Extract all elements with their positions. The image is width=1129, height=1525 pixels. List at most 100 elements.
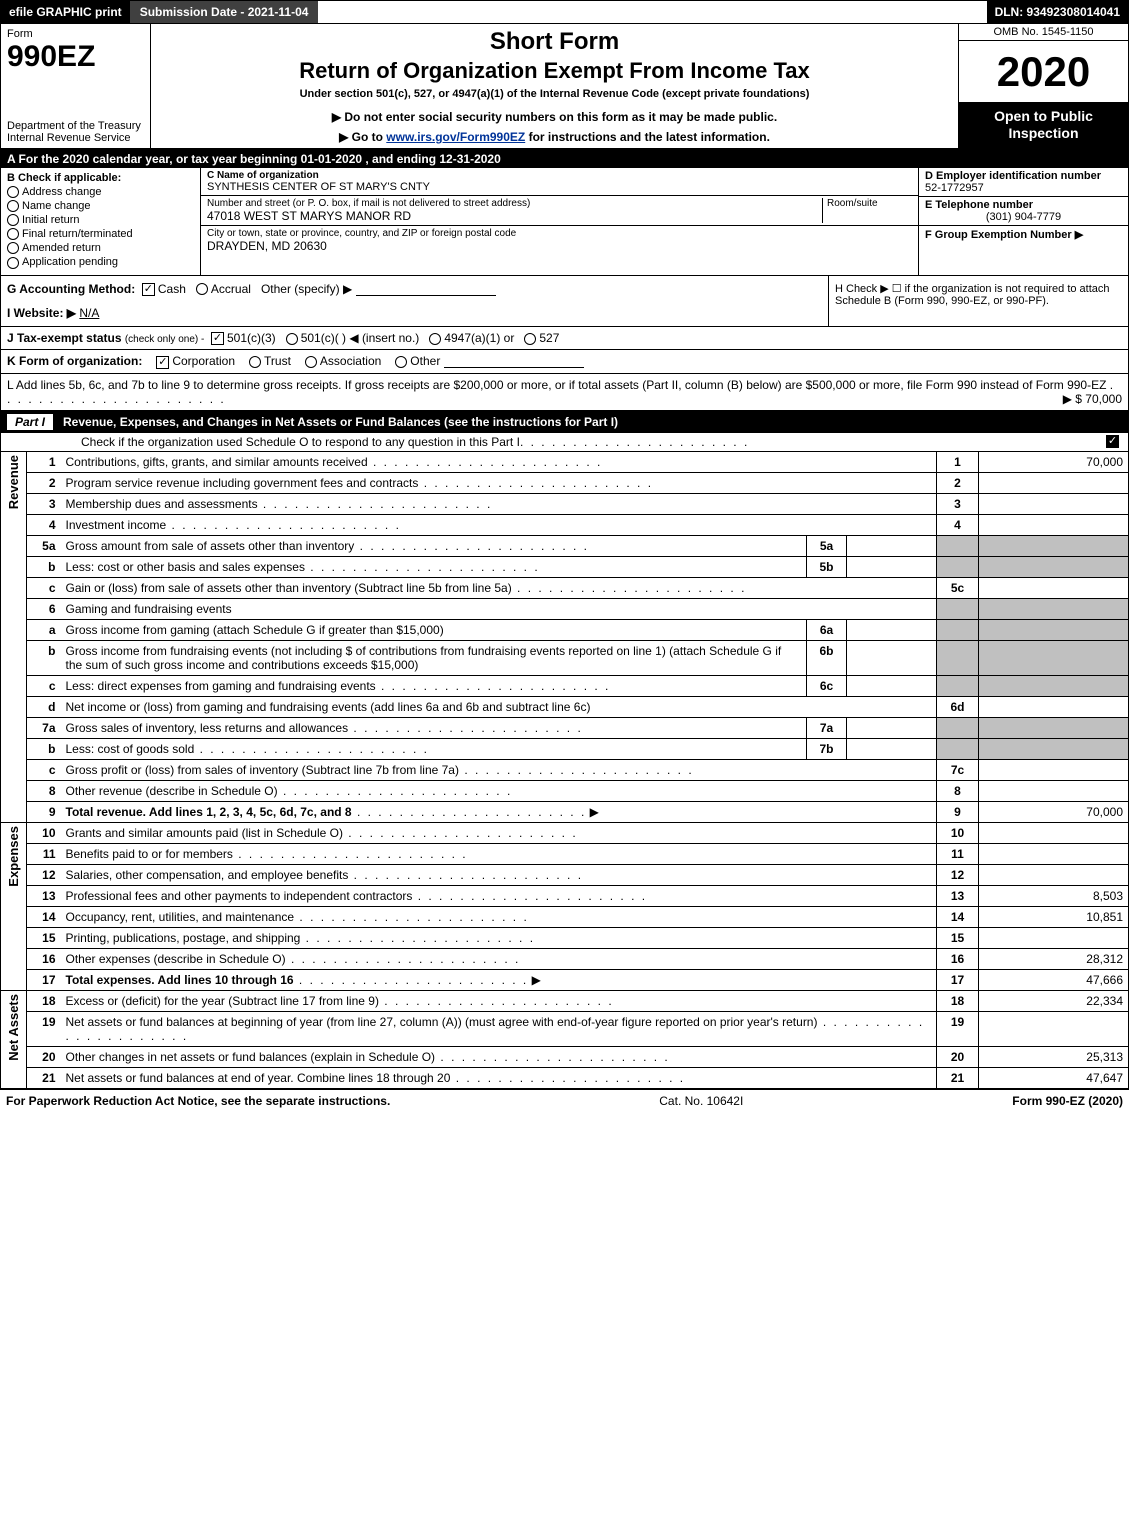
- val-line-15: [979, 927, 1129, 948]
- val-line-6b: [847, 640, 937, 675]
- ein-label: D Employer identification number: [925, 170, 1122, 182]
- subtitle: Under section 501(c), 527, or 4947(a)(1)…: [157, 88, 952, 100]
- val-line-12: [979, 864, 1129, 885]
- val-line-11: [979, 843, 1129, 864]
- j-sub: (check only one) -: [125, 334, 204, 345]
- part-i-tag: Part I: [7, 414, 53, 430]
- val-line-16: 28,312: [979, 948, 1129, 969]
- side-expenses: Expenses: [1, 822, 27, 990]
- street-label: Number and street (or P. O. box, if mail…: [207, 198, 822, 209]
- val-line-19: [979, 1011, 1129, 1046]
- cb-527[interactable]: [524, 333, 536, 345]
- cb-initial-return[interactable]: Initial return: [7, 214, 194, 226]
- line-i: I Website: ▶ N/A: [7, 306, 822, 320]
- cb-501c[interactable]: [286, 333, 298, 345]
- part-i-table: Revenue 1 Contributions, gifts, grants, …: [0, 451, 1129, 1090]
- col-b-header: B Check if applicable:: [7, 172, 194, 184]
- l-text: L Add lines 5b, 6c, and 7b to line 9 to …: [7, 378, 1106, 392]
- city-block: City or town, state or province, country…: [201, 226, 918, 255]
- ssn-warning: ▶ Do not enter social security numbers o…: [157, 110, 952, 124]
- val-line-7c: [979, 759, 1129, 780]
- val-line-6d: [979, 696, 1129, 717]
- footer-left: For Paperwork Reduction Act Notice, see …: [6, 1094, 390, 1108]
- city-value: DRAYDEN, MD 20630: [207, 239, 912, 253]
- val-line-9: 70,000: [979, 801, 1129, 822]
- l-amount: ▶ $ 70,000: [1063, 392, 1122, 406]
- cb-cash[interactable]: [142, 283, 155, 296]
- part-i-title: Revenue, Expenses, and Changes in Net As…: [63, 415, 618, 429]
- cb-association[interactable]: [305, 356, 317, 368]
- cb-amended-return[interactable]: Amended return: [7, 242, 194, 254]
- footer-right: Form 990-EZ (2020): [1012, 1094, 1123, 1108]
- line-h: H Check ▶ ☐ if the organization is not r…: [828, 276, 1128, 326]
- side-net-assets: Net Assets: [1, 990, 27, 1089]
- efile-print-label[interactable]: efile GRAPHIC print: [1, 1, 130, 23]
- val-line-5c: [979, 577, 1129, 598]
- org-name-value: SYNTHESIS CENTER OF ST MARY'S CNTY: [207, 181, 912, 193]
- line-k: K Form of organization: Corporation Trus…: [0, 350, 1129, 373]
- val-line-14: 10,851: [979, 906, 1129, 927]
- dln-label: DLN: 93492308014041: [987, 1, 1128, 23]
- ein-value: 52-1772957: [925, 182, 1122, 194]
- val-line-7b: [847, 738, 937, 759]
- org-name-label: C Name of organization: [207, 170, 912, 181]
- telephone-value: (301) 904-7779: [925, 211, 1122, 223]
- other-org-input[interactable]: [444, 354, 584, 368]
- other-specify-input[interactable]: [356, 282, 496, 296]
- cb-other-org[interactable]: [395, 356, 407, 368]
- row-a-tax-year: A For the 2020 calendar year, or tax yea…: [0, 150, 1129, 168]
- street-value: 47018 WEST ST MARYS MANOR RD: [207, 209, 822, 223]
- city-label: City or town, state or province, country…: [207, 228, 912, 239]
- part-i-check-line: Check if the organization used Schedule …: [0, 433, 1129, 451]
- irs-link[interactable]: www.irs.gov/Form990EZ: [386, 130, 525, 144]
- val-line-10: [979, 822, 1129, 843]
- line-l: L Add lines 5b, 6c, and 7b to line 9 to …: [0, 374, 1129, 411]
- i-label: I Website: ▶: [7, 306, 76, 320]
- val-line-6a: [847, 619, 937, 640]
- column-d-e-f: D Employer identification number 52-1772…: [918, 168, 1128, 275]
- short-form-title: Short Form: [157, 28, 952, 56]
- omb-number: OMB No. 1545-1150: [959, 24, 1128, 41]
- cb-accrual[interactable]: [196, 283, 208, 295]
- room-suite-label: Room/suite: [822, 198, 912, 223]
- group-exemption-label: F Group Exemption Number ▶: [925, 228, 1122, 241]
- val-line-21: 47,647: [979, 1067, 1129, 1089]
- cb-501c3[interactable]: [211, 332, 224, 345]
- dept-treasury: Department of the Treasury: [7, 120, 144, 132]
- val-line-4: [979, 514, 1129, 535]
- column-c-org-info: C Name of organization SYNTHESIS CENTER …: [201, 168, 918, 275]
- val-line-18: 22,334: [979, 990, 1129, 1011]
- page-footer: For Paperwork Reduction Act Notice, see …: [0, 1090, 1129, 1112]
- cb-application-pending[interactable]: Application pending: [7, 256, 194, 268]
- open-public-badge: Open to Public Inspection: [959, 102, 1128, 148]
- val-line-17: 47,666: [979, 969, 1129, 990]
- k-label: K Form of organization:: [7, 354, 142, 368]
- val-line-20: 25,313: [979, 1046, 1129, 1067]
- val-line-7a: [847, 717, 937, 738]
- cb-final-return[interactable]: Final return/terminated: [7, 228, 194, 240]
- part-i-header: Part I Revenue, Expenses, and Changes in…: [0, 411, 1129, 433]
- form-number: 990EZ: [7, 40, 144, 74]
- submission-date-button[interactable]: Submission Date - 2021-11-04: [130, 1, 319, 23]
- val-line-1: 70,000: [979, 451, 1129, 472]
- val-line-6c: [847, 675, 937, 696]
- goto-prefix: ▶ Go to: [339, 130, 386, 144]
- cb-name-change[interactable]: Name change: [7, 200, 194, 212]
- website-value: N/A: [79, 306, 99, 320]
- cb-trust[interactable]: [249, 356, 261, 368]
- cb-corporation[interactable]: [156, 356, 169, 369]
- cb-address-change[interactable]: Address change: [7, 186, 194, 198]
- info-grid: B Check if applicable: Address change Na…: [0, 168, 1129, 276]
- footer-cat-no: Cat. No. 10642I: [390, 1094, 1012, 1108]
- row-g-h-i: G Accounting Method: Cash Accrual Other …: [0, 276, 1129, 327]
- cb-4947[interactable]: [429, 333, 441, 345]
- org-name-block: C Name of organization SYNTHESIS CENTER …: [201, 168, 918, 196]
- j-label: J Tax-exempt status: [7, 331, 122, 345]
- form-number-column: Form 990EZ Department of the Treasury In…: [1, 24, 151, 148]
- goto-line: ▶ Go to www.irs.gov/Form990EZ for instru…: [157, 130, 952, 144]
- cb-schedule-o[interactable]: [1106, 435, 1119, 448]
- title-column: Short Form Return of Organization Exempt…: [151, 24, 958, 148]
- g-label: G Accounting Method:: [7, 282, 135, 296]
- line-g: G Accounting Method: Cash Accrual Other …: [7, 282, 822, 296]
- val-line-3: [979, 493, 1129, 514]
